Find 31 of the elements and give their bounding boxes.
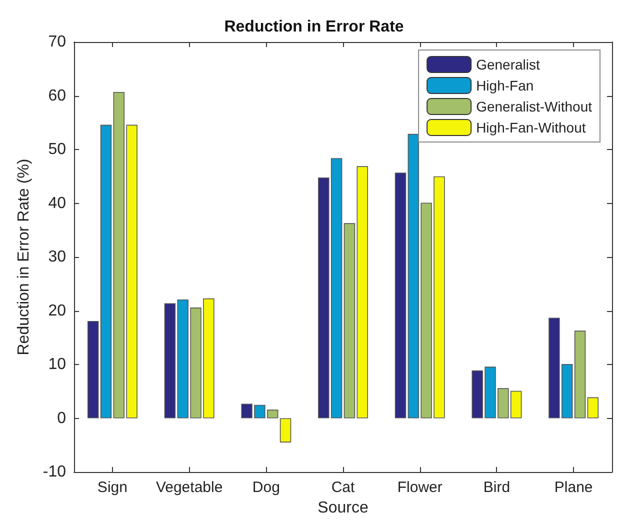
y-tick-label: 70 [48, 34, 66, 50]
y-tick-label: 20 [48, 302, 66, 320]
legend-label: Generalist-Without [476, 98, 592, 114]
bar [344, 223, 356, 418]
chart-title: Reduction in Error Rate [224, 18, 404, 36]
x-tick-label: Sign [97, 479, 128, 496]
x-tick-label: Flower [397, 479, 442, 496]
x-axis-title: Source [318, 500, 368, 516]
y-tick-label: 10 [48, 356, 66, 373]
y-tick-label: 50 [48, 141, 66, 158]
x-tick-label: Vegetable [156, 479, 223, 496]
y-tick-label: 40 [48, 194, 66, 212]
y-tick-label: -10 [42, 464, 66, 480]
legend-label: Generalist [476, 56, 540, 72]
y-tick-label: 0 [57, 410, 66, 427]
bar [87, 320, 99, 418]
x-tick-label: Plane [554, 479, 593, 496]
y-tick-label: 60 [48, 87, 66, 104]
bar [280, 418, 292, 442]
bar [574, 330, 586, 418]
bar [100, 124, 112, 418]
x-tick-label: Bird [483, 479, 510, 496]
bar [356, 166, 368, 418]
y-axis-title: Reduction in Error Rate (%) [16, 158, 32, 356]
bar [587, 397, 599, 418]
legend-label: High-Fan-Without [476, 120, 586, 136]
x-tick-label: Dog [252, 479, 280, 496]
bar [394, 172, 406, 418]
x-tick-label: Cat [331, 479, 356, 496]
legend-label: High-Fan [476, 78, 534, 94]
y-tick-label: 30 [48, 248, 66, 266]
